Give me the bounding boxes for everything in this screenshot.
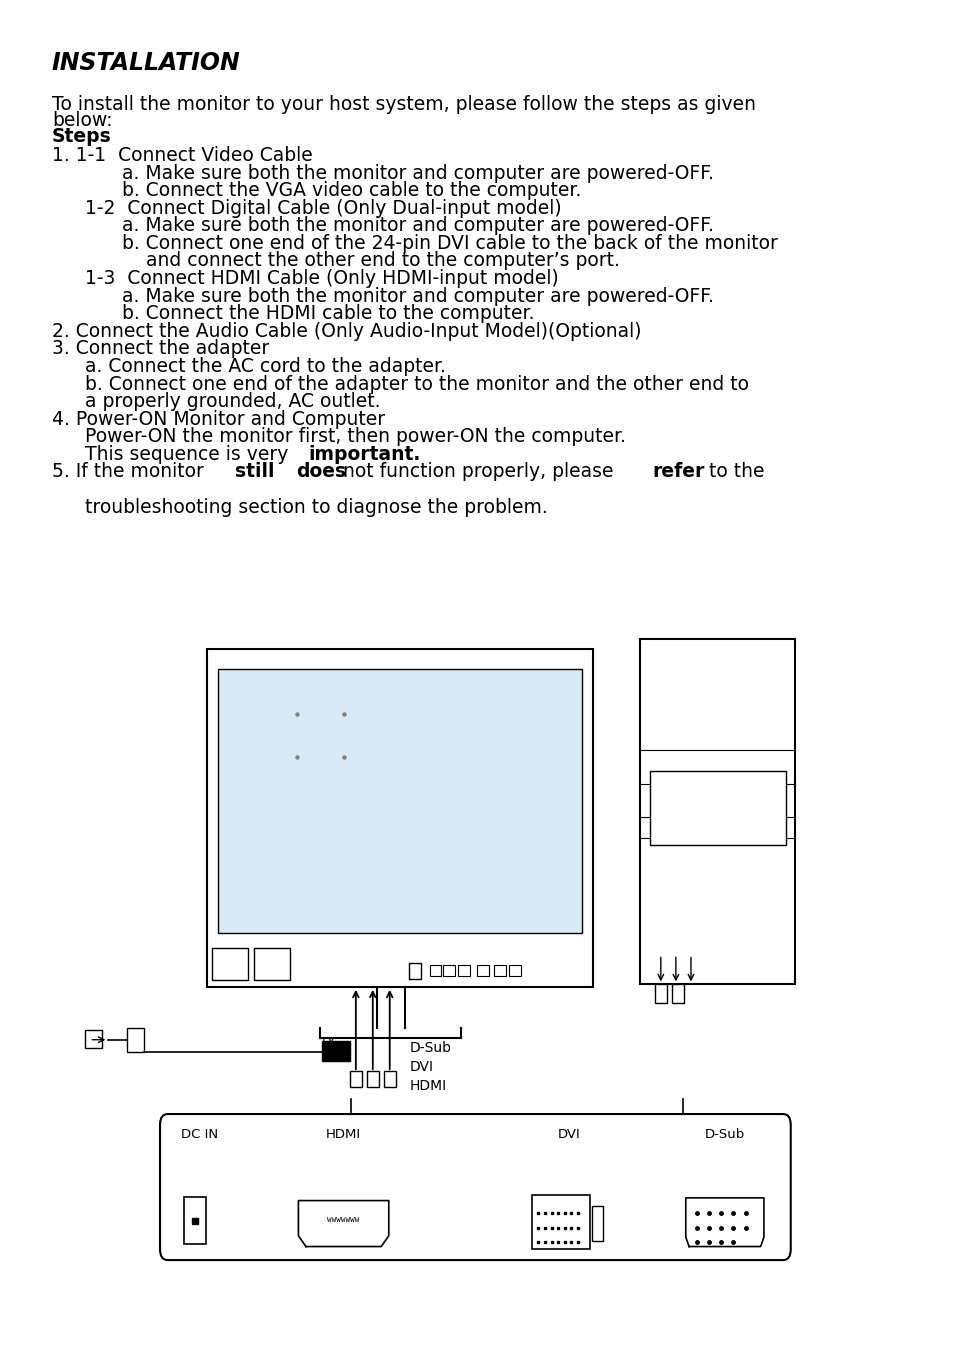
Bar (509, 965, 520, 976)
Text: a properly grounded, AC outlet.: a properly grounded, AC outlet. (85, 392, 380, 411)
Text: does: does (295, 462, 346, 481)
Text: b. Connect the HDMI cable to the computer.: b. Connect the HDMI cable to the compute… (122, 304, 535, 323)
Text: 2. Connect the Audio Cable (Only Audio-Input Model)(Optional): 2. Connect the Audio Cable (Only Audio-I… (51, 322, 640, 341)
Text: D-Sub: D-Sub (409, 1041, 451, 1055)
Text: not function properly, please: not function properly, please (336, 462, 618, 481)
Text: important.: important. (308, 445, 420, 464)
Text: 1-2  Connect Digital Cable (Only Dual-input model): 1-2 Connect Digital Cable (Only Dual-inp… (85, 199, 560, 218)
Bar (350, 1071, 362, 1087)
Text: D-Sub: D-Sub (704, 1128, 744, 1141)
Bar (384, 1071, 395, 1087)
Text: This sequence is very: This sequence is very (85, 445, 294, 464)
Text: DC: DC (321, 1036, 340, 1049)
Text: refer: refer (652, 462, 703, 481)
Bar (183, 1197, 206, 1244)
Bar (127, 1028, 144, 1052)
Text: a. Make sure both the monitor and computer are powered-OFF.: a. Make sure both the monitor and comput… (122, 164, 714, 183)
Text: and connect the other end to the computer’s port.: and connect the other end to the compute… (146, 251, 619, 270)
Text: b. Connect one end of the 24-pin DVI cable to the back of the monitor: b. Connect one end of the 24-pin DVI cab… (122, 234, 778, 253)
Bar (458, 965, 469, 976)
Bar (476, 965, 488, 976)
Bar (655, 984, 667, 1003)
Text: troubleshooting section to diagnose the problem.: troubleshooting section to diagnose the … (85, 498, 547, 516)
Bar (443, 965, 455, 976)
Text: a. Make sure both the monitor and computer are powered-OFF.: a. Make sure both the monitor and comput… (122, 287, 714, 306)
Text: DC IN: DC IN (180, 1128, 217, 1141)
Text: DVI: DVI (409, 1060, 433, 1073)
Bar (430, 965, 441, 976)
Text: a. Make sure both the monitor and computer are powered-OFF.: a. Make sure both the monitor and comput… (122, 216, 714, 235)
Text: 1-3  Connect HDMI Cable (Only HDMI-input model): 1-3 Connect HDMI Cable (Only HDMI-input … (85, 269, 558, 288)
Text: b. Connect the VGA video cable to the computer.: b. Connect the VGA video cable to the co… (122, 181, 581, 200)
Text: To install the monitor to your host system, please follow the steps as given: To install the monitor to your host syst… (51, 95, 755, 114)
Text: still: still (234, 462, 280, 481)
Text: INSTALLATION: INSTALLATION (51, 51, 240, 76)
Bar (494, 965, 505, 976)
Bar (218, 669, 581, 933)
Text: 4. Power-ON Monitor and Computer: 4. Power-ON Monitor and Computer (51, 410, 384, 429)
Bar (212, 948, 248, 980)
Text: HDMI: HDMI (409, 1079, 446, 1092)
Text: a. Connect the AC cord to the adapter.: a. Connect the AC cord to the adapter. (85, 357, 445, 376)
Bar (321, 1041, 350, 1061)
Bar (672, 984, 683, 1003)
Bar (207, 649, 593, 987)
Text: 1. 1-1  Connect Video Cable: 1. 1-1 Connect Video Cable (51, 146, 313, 165)
Bar (409, 963, 420, 979)
Text: HDMI: HDMI (326, 1128, 361, 1141)
Text: Steps: Steps (51, 127, 112, 146)
Bar (639, 639, 795, 984)
Text: Power-ON the monitor first, then power-ON the computer.: Power-ON the monitor first, then power-O… (85, 427, 625, 446)
Bar (532, 1195, 590, 1249)
FancyBboxPatch shape (160, 1114, 790, 1260)
Bar (367, 1071, 379, 1087)
Text: 5. If the monitor: 5. If the monitor (51, 462, 210, 481)
Bar (85, 1030, 102, 1048)
Bar (649, 771, 785, 845)
Text: 3. Connect the adapter: 3. Connect the adapter (51, 339, 269, 358)
Text: to the: to the (702, 462, 763, 481)
Text: b. Connect one end of the adapter to the monitor and the other end to: b. Connect one end of the adapter to the… (85, 375, 748, 393)
Text: DVI: DVI (558, 1128, 580, 1141)
Bar (592, 1206, 603, 1241)
Bar (253, 948, 290, 980)
Text: wwwwwww: wwwwwww (327, 1215, 359, 1224)
Text: below:: below: (51, 111, 112, 130)
